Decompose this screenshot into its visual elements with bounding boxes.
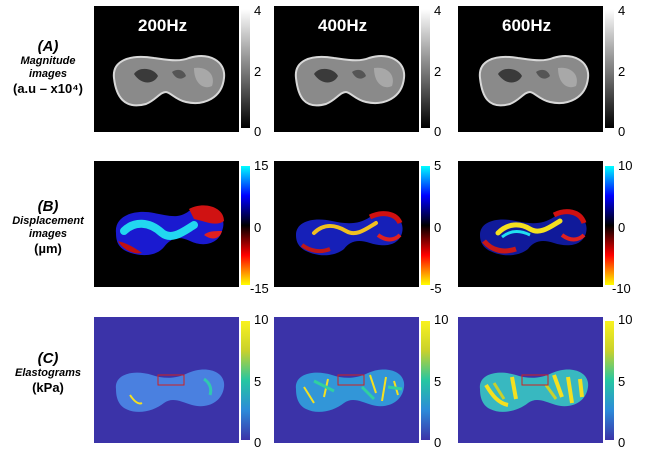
elastogram-tick-top-200hz: 10 xyxy=(254,312,269,327)
row-a-letter: (A) xyxy=(37,38,59,55)
row-label-a: (A) Magnitude images (a.u – x10⁴) xyxy=(0,38,96,96)
row-b-unit: (µm) xyxy=(34,241,62,256)
magnitude-tick-top-400hz: 4 xyxy=(434,3,442,18)
magnitude-tick-bottom-400hz: 0 xyxy=(434,124,442,139)
frequency-label-200hz: 200Hz xyxy=(138,16,188,35)
row-label-b: (B) Displacement images (µm) xyxy=(0,198,96,256)
displacement-tick-mid-400hz: 0 xyxy=(434,220,442,235)
magnitude-tick-bottom-200hz: 0 xyxy=(254,124,262,139)
elastogram-tick-bottom-200hz: 0 xyxy=(254,435,262,450)
elastogram-tick-top-600hz: 10 xyxy=(618,312,633,327)
elastogram-tick-mid-600hz: 5 xyxy=(618,374,626,389)
row-a-name-2: images xyxy=(29,68,67,80)
displacement-tick-top-400hz: 5 xyxy=(434,158,442,173)
elastogram-200hz xyxy=(94,317,239,443)
elastogram-tick-bottom-400hz: 0 xyxy=(434,435,442,450)
magnitude-colorbar-400hz xyxy=(421,9,430,128)
elastogram-colorbar-400hz xyxy=(421,321,430,440)
row-label-c: (C) Elastograms (kPa) xyxy=(0,350,96,395)
magnitude-image-600hz: 600Hz xyxy=(458,6,603,132)
displacement-tick-mid-600hz: 0 xyxy=(618,220,626,235)
magnitude-tick-mid-400hz: 2 xyxy=(434,64,442,79)
displacement-tick-mid-200hz: 0 xyxy=(254,220,262,235)
magnitude-tick-mid-200hz: 2 xyxy=(254,64,262,79)
displacement-image-600hz xyxy=(458,161,603,287)
elastogram-colorbar-200hz xyxy=(241,321,250,440)
elastogram-tick-mid-400hz: 5 xyxy=(434,374,442,389)
displacement-tick-bottom-600hz: -10 xyxy=(612,281,631,296)
row-a-name-1: Magnitude xyxy=(20,55,76,67)
elastogram-tick-bottom-600hz: 0 xyxy=(618,435,626,450)
row-b-letter: (B) xyxy=(37,198,59,215)
magnitude-colorbar-600hz xyxy=(605,9,614,128)
row-b-name-1: Displacement xyxy=(12,215,84,227)
displacement-colorbar-600hz xyxy=(605,166,614,285)
frequency-label-600hz: 600Hz xyxy=(502,16,552,35)
displacement-tick-top-200hz: 15 xyxy=(254,158,269,173)
frequency-label-400hz: 400Hz xyxy=(318,16,368,35)
elastogram-tick-mid-200hz: 5 xyxy=(254,374,262,389)
elastogram-colorbar-600hz xyxy=(605,321,614,440)
displacement-image-400hz xyxy=(274,161,419,287)
displacement-image-200hz xyxy=(94,161,239,287)
magnitude-image-200hz: 200Hz xyxy=(94,6,239,132)
row-c-unit: (kPa) xyxy=(32,380,64,395)
displacement-tick-top-600hz: 10 xyxy=(618,158,633,173)
magnitude-tick-top-600hz: 4 xyxy=(618,3,626,18)
displacement-colorbar-200hz xyxy=(241,166,250,285)
displacement-colorbar-400hz xyxy=(421,166,430,285)
elastogram-400hz xyxy=(274,317,419,443)
row-a-unit: (a.u – x10⁴) xyxy=(12,81,83,96)
elastogram-tick-top-400hz: 10 xyxy=(434,312,449,327)
magnitude-tick-mid-600hz: 2 xyxy=(618,64,626,79)
magnitude-tick-top-200hz: 4 xyxy=(254,3,262,18)
magnitude-colorbar-200hz xyxy=(241,9,250,128)
displacement-tick-bottom-200hz: -15 xyxy=(250,281,269,296)
row-c-name: Elastograms xyxy=(14,367,82,379)
magnitude-image-400hz: 400Hz xyxy=(274,6,419,132)
elastogram-600hz xyxy=(458,317,603,443)
magnitude-tick-bottom-600hz: 0 xyxy=(618,124,626,139)
row-b-name-2: images xyxy=(29,228,67,240)
displacement-tick-bottom-400hz: -5 xyxy=(430,281,442,296)
row-c-letter: (C) xyxy=(37,350,59,367)
